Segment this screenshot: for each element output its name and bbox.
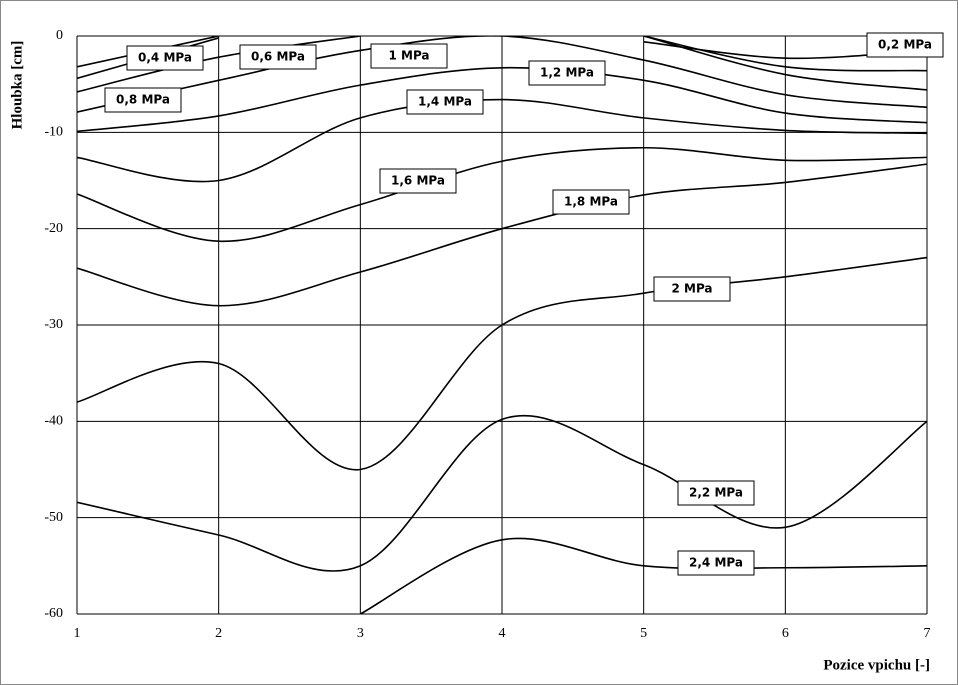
line-label-box	[552, 189, 630, 215]
x-tick-label: 7	[924, 626, 931, 641]
y-tick-label: -50	[44, 510, 63, 525]
line-label: 0,2 MPa	[878, 38, 932, 52]
line-label-box	[677, 550, 755, 576]
y-tick-label: -10	[44, 125, 63, 140]
line-label: 1 MPa	[388, 49, 429, 63]
y-axis-title: Hloubka [cm]	[9, 41, 25, 130]
contour-line	[77, 163, 927, 307]
line-label: 1,2 MPa	[540, 66, 594, 80]
y-tick-label: -60	[44, 606, 63, 621]
y-tick-label: -30	[44, 317, 63, 332]
x-tick-label: 3	[357, 626, 364, 641]
line-label-box	[528, 60, 606, 86]
y-tick-label: 0	[56, 28, 63, 43]
contour-line	[359, 537, 927, 614]
line-label-box	[239, 44, 317, 70]
line-label: 2,4 MPa	[689, 556, 743, 570]
line-label-box	[653, 276, 731, 302]
line-label-box	[370, 43, 448, 69]
y-tick-label: -40	[44, 414, 63, 429]
y-tick-label: -20	[44, 221, 63, 236]
line-label-box	[866, 32, 944, 58]
contour-line	[77, 414, 927, 572]
contour-line	[77, 146, 927, 242]
line-label: 0,8 MPa	[116, 93, 170, 107]
x-tick-label: 1	[74, 626, 81, 641]
line-label-box	[104, 87, 182, 113]
contour-line	[77, 256, 927, 471]
line-label: 1,8 MPa	[564, 195, 618, 209]
contour-line	[77, 98, 927, 183]
line-label: 2,2 MPa	[689, 486, 743, 500]
line-label: 0,6 MPa	[251, 50, 305, 64]
x-tick-label: 2	[215, 626, 222, 641]
contour-line	[77, 36, 927, 93]
contour-line	[77, 36, 927, 113]
x-tick-label: 4	[499, 626, 506, 641]
x-axis-title: Pozice vpichu [-]	[823, 657, 930, 673]
line-label: 1,4 MPa	[418, 95, 472, 109]
x-tick-label: 6	[782, 626, 789, 641]
x-tick-label: 5	[640, 626, 647, 641]
line-label: 0,4 MPa	[138, 51, 192, 65]
contour-line	[77, 66, 927, 133]
line-label: 2 MPa	[671, 282, 712, 296]
line-label-box	[406, 89, 484, 115]
line-label-box	[379, 168, 457, 194]
line-label-box	[677, 480, 755, 506]
line-label-box	[126, 45, 204, 71]
line-label: 1,6 MPa	[391, 174, 445, 188]
